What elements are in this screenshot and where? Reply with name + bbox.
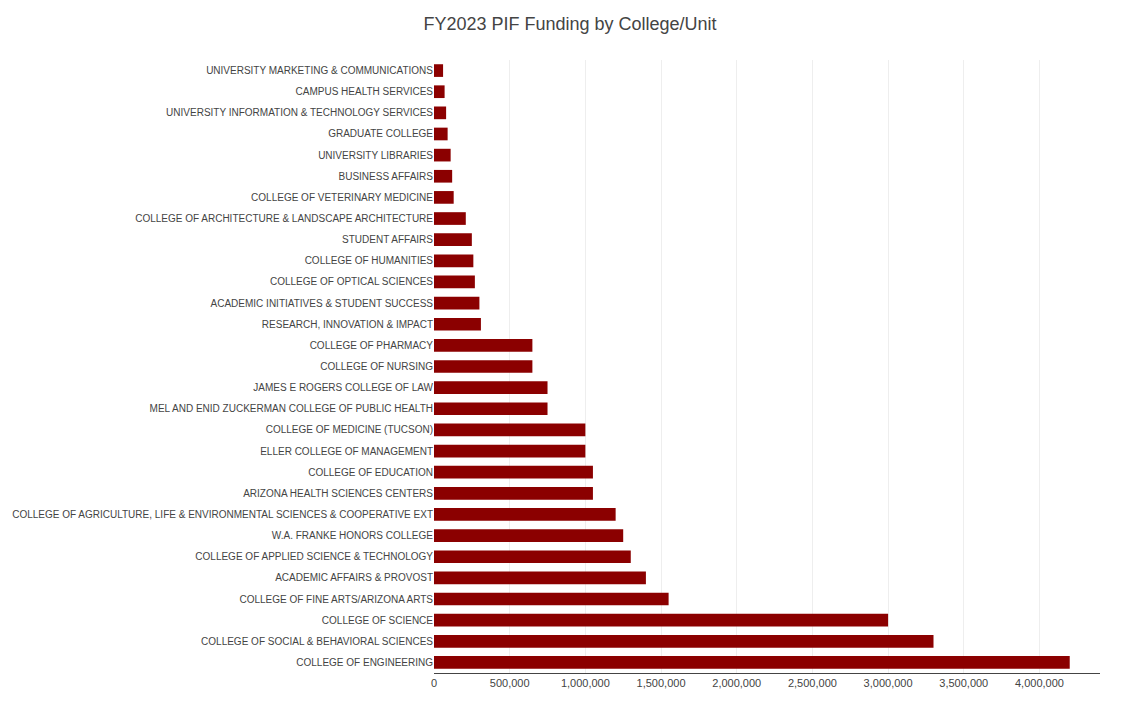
svg-text:CAMPUS HEALTH SERVICES: CAMPUS HEALTH SERVICES bbox=[296, 86, 434, 97]
svg-text:MEL AND ENID ZUCKERMAN COLLEGE: MEL AND ENID ZUCKERMAN COLLEGE OF PUBLIC… bbox=[150, 403, 433, 414]
svg-text:UNIVERSITY MARKETING & COMMUNI: UNIVERSITY MARKETING & COMMUNICATIONS bbox=[206, 65, 433, 76]
svg-text:STUDENT AFFAIRS: STUDENT AFFAIRS bbox=[342, 234, 433, 245]
svg-text:COLLEGE OF APPLIED SCIENCE & T: COLLEGE OF APPLIED SCIENCE & TECHNOLOGY bbox=[195, 551, 433, 562]
svg-text:GRADUATE COLLEGE: GRADUATE COLLEGE bbox=[328, 128, 433, 139]
svg-text:4,000,000: 4,000,000 bbox=[1015, 677, 1064, 689]
svg-text:W.A. FRANKE HONORS COLLEGE: W.A. FRANKE HONORS COLLEGE bbox=[272, 530, 433, 541]
svg-text:COLLEGE OF AGRICULTURE, LIFE &: COLLEGE OF AGRICULTURE, LIFE & ENVIRONME… bbox=[12, 509, 433, 520]
svg-text:COLLEGE OF PHARMACY: COLLEGE OF PHARMACY bbox=[310, 340, 434, 351]
svg-text:UNIVERSITY INFORMATION & TECHN: UNIVERSITY INFORMATION & TECHNOLOGY SERV… bbox=[166, 107, 433, 118]
svg-text:ACADEMIC INITIATIVES & STUDENT: ACADEMIC INITIATIVES & STUDENT SUCCESS bbox=[211, 298, 434, 309]
svg-text:3,000,000: 3,000,000 bbox=[864, 677, 913, 689]
svg-text:COLLEGE OF OPTICAL SCIENCES: COLLEGE OF OPTICAL SCIENCES bbox=[270, 276, 433, 287]
svg-text:COLLEGE OF SCIENCE: COLLEGE OF SCIENCE bbox=[322, 615, 433, 626]
svg-text:ELLER COLLEGE OF MANAGEMENT: ELLER COLLEGE OF MANAGEMENT bbox=[260, 446, 433, 457]
svg-text:COLLEGE OF NURSING: COLLEGE OF NURSING bbox=[320, 361, 433, 372]
svg-text:COLLEGE OF FINE ARTS/ARIZONA A: COLLEGE OF FINE ARTS/ARIZONA ARTS bbox=[239, 594, 433, 605]
svg-text:COLLEGE OF VETERINARY MEDICINE: COLLEGE OF VETERINARY MEDICINE bbox=[251, 192, 433, 203]
svg-text:ARIZONA HEALTH SCIENCES CENTER: ARIZONA HEALTH SCIENCES CENTERS bbox=[243, 488, 433, 499]
svg-text:ACADEMIC AFFAIRS & PROVOST: ACADEMIC AFFAIRS & PROVOST bbox=[275, 572, 433, 583]
svg-text:RESEARCH, INNOVATION & IMPACT: RESEARCH, INNOVATION & IMPACT bbox=[262, 319, 433, 330]
svg-text:2,000,000: 2,000,000 bbox=[712, 677, 761, 689]
svg-text:3,500,000: 3,500,000 bbox=[939, 677, 988, 689]
svg-text:0: 0 bbox=[431, 677, 437, 689]
svg-text:COLLEGE OF MEDICINE (TUCSON): COLLEGE OF MEDICINE (TUCSON) bbox=[266, 424, 433, 435]
svg-text:UNIVERSITY LIBRARIES: UNIVERSITY LIBRARIES bbox=[318, 150, 433, 161]
svg-text:COLLEGE OF ARCHITECTURE & LAND: COLLEGE OF ARCHITECTURE & LANDSCAPE ARCH… bbox=[135, 213, 433, 224]
svg-text:1,500,000: 1,500,000 bbox=[637, 677, 686, 689]
svg-text:COLLEGE OF SOCIAL & BEHAVIORAL: COLLEGE OF SOCIAL & BEHAVIORAL SCIENCES bbox=[201, 636, 433, 647]
svg-text:500,000: 500,000 bbox=[490, 677, 530, 689]
svg-text:COLLEGE OF EDUCATION: COLLEGE OF EDUCATION bbox=[308, 467, 433, 478]
svg-text:JAMES E ROGERS COLLEGE OF LAW: JAMES E ROGERS COLLEGE OF LAW bbox=[253, 382, 433, 393]
svg-text:1,000,000: 1,000,000 bbox=[561, 677, 610, 689]
svg-text:COLLEGE OF ENGINEERING: COLLEGE OF ENGINEERING bbox=[296, 657, 433, 668]
svg-text:FY2023 PIF Funding by College/: FY2023 PIF Funding by College/Unit bbox=[423, 14, 716, 34]
svg-text:COLLEGE OF HUMANITIES: COLLEGE OF HUMANITIES bbox=[305, 255, 434, 266]
svg-text:2,500,000: 2,500,000 bbox=[788, 677, 837, 689]
svg-text:BUSINESS AFFAIRS: BUSINESS AFFAIRS bbox=[339, 171, 434, 182]
